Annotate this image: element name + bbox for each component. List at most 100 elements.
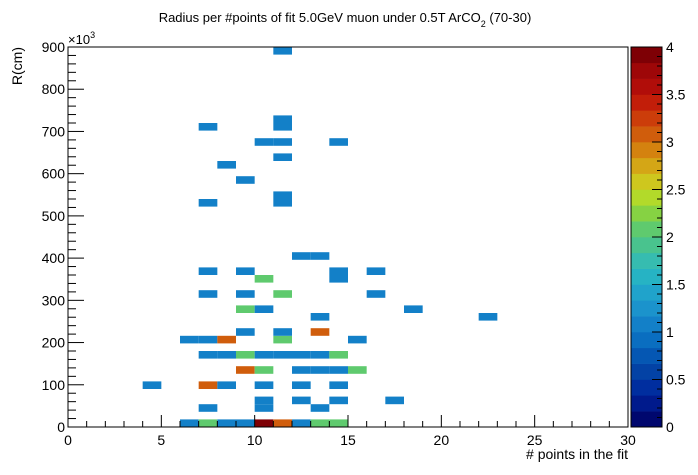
- heatmap-cell: [254, 366, 274, 374]
- heatmap-cell: [198, 123, 218, 131]
- y-tick-label: 0: [57, 419, 65, 435]
- palette-tick-label: 0: [666, 419, 674, 435]
- palette-tick-label: 3.5: [666, 87, 686, 103]
- palette-swatch: [631, 189, 662, 206]
- heatmap-cell: [254, 138, 274, 146]
- palette-tick-label: 1: [666, 324, 674, 340]
- cells-layer: [142, 47, 498, 427]
- palette-swatch: [631, 78, 662, 95]
- heatmap-cell: [292, 252, 311, 260]
- x-tick-label: 15: [340, 432, 356, 448]
- heatmap-cell: [329, 396, 348, 405]
- heatmap-cell: [273, 199, 292, 207]
- palette-swatch: [631, 332, 662, 349]
- palette-swatch: [631, 94, 662, 111]
- y-axis-multiplier: ×103: [68, 30, 95, 47]
- palette-tick-label: 3: [666, 134, 674, 150]
- heatmap-cell: [198, 335, 218, 344]
- chart-title: Radius per #points of fit 5.0GeV muon un…: [159, 10, 532, 29]
- x-tick-label: 20: [434, 432, 450, 448]
- heatmap-cell: [254, 404, 274, 412]
- heatmap-cell: [198, 267, 218, 275]
- x-tick-label: 10: [247, 432, 263, 448]
- x-axis-label: # points in the fit: [526, 446, 628, 462]
- heatmap-cell: [254, 396, 274, 405]
- heatmap-cell: [254, 275, 274, 283]
- palette-swatch: [631, 157, 662, 174]
- x-tick-label: 30: [620, 432, 636, 448]
- palette-swatch: [631, 300, 662, 317]
- heatmap-cell: [273, 328, 292, 336]
- palette-swatch: [631, 237, 662, 254]
- y-tick-label: 300: [42, 292, 66, 308]
- palette-swatch: [631, 221, 662, 238]
- x-tick-label: 25: [527, 432, 543, 448]
- palette-swatch: [631, 47, 662, 64]
- palette-swatch: [631, 316, 662, 333]
- palette-swatch: [631, 110, 662, 127]
- palette-tick-label: 2: [666, 229, 674, 245]
- heatmap-cell: [310, 252, 330, 260]
- heatmap-cell: [329, 275, 348, 283]
- heatmap-cell: [142, 381, 162, 389]
- heatmap-cell: [198, 199, 218, 207]
- heatmap-cell: [236, 290, 255, 298]
- heatmap-cell: [254, 419, 274, 427]
- heatmap-cell: [329, 138, 348, 146]
- heatmap-cell: [292, 381, 311, 389]
- heatmap-cell: [292, 419, 311, 427]
- heatmap-cell: [273, 123, 292, 131]
- heatmap-cell: [329, 381, 348, 389]
- y-tick-label: 200: [42, 335, 66, 351]
- y-axis: 0 100 200 300 400 500 600 700 800 900: [42, 39, 84, 435]
- palette-swatch: [631, 126, 662, 143]
- palette-tick-label: 1.5: [666, 277, 686, 293]
- heatmap-cell: [273, 290, 292, 298]
- heatmap-cell: [348, 366, 367, 374]
- palette-swatch: [631, 252, 662, 269]
- heatmap-cell: [254, 381, 274, 389]
- heatmap-cell: [198, 351, 218, 359]
- palette-swatch: [631, 411, 662, 428]
- y-tick-label: 800: [42, 81, 66, 97]
- heatmap-cell: [273, 115, 292, 123]
- heatmap-cell: [217, 419, 236, 427]
- palette-tick-label: 0.5: [666, 372, 686, 388]
- heatmap-cell: [198, 290, 218, 298]
- heatmap-cell: [198, 419, 218, 427]
- heatmap-cell: [273, 138, 292, 146]
- heatmap-cell: [180, 419, 199, 427]
- heatmap-cell: [310, 366, 330, 374]
- palette-tick-label: 2.5: [666, 182, 686, 198]
- heatmap-cell: [310, 328, 330, 336]
- heatmap-cell: [236, 267, 255, 275]
- heatmap-cell: [236, 176, 255, 184]
- heatmap-cell: [236, 305, 255, 313]
- heatmap-cell: [254, 351, 274, 359]
- heatmap-cell: [198, 404, 218, 412]
- palette-swatch: [631, 142, 662, 159]
- heatmap-cell: [254, 305, 274, 313]
- heatmap-cell: [236, 366, 255, 374]
- heatmap-cell: [366, 267, 386, 275]
- y-tick-label: 900: [42, 39, 66, 55]
- heatmap-cell: [273, 351, 292, 359]
- heatmap-cell: [217, 351, 236, 359]
- y-tick-label: 500: [42, 208, 66, 224]
- heatmap-cell: [273, 47, 292, 55]
- heatmap-cell: [217, 161, 236, 169]
- heatmap-cell: [217, 381, 236, 389]
- heatmap-cell: [273, 419, 292, 427]
- y-tick-label: 700: [42, 123, 66, 139]
- heatmap-cell: [198, 381, 218, 389]
- heatmap-cell: [236, 328, 255, 336]
- palette-swatch: [631, 363, 662, 380]
- heatmap-cell: [236, 351, 255, 359]
- heatmap-cell: [292, 396, 311, 405]
- heatmap-cell: [292, 366, 311, 374]
- palette-swatch: [631, 62, 662, 79]
- heatmap-cell: [310, 419, 330, 427]
- heatmap-cell: [404, 305, 423, 313]
- heatmap-cell: [180, 335, 199, 344]
- heatmap-cell: [366, 290, 386, 298]
